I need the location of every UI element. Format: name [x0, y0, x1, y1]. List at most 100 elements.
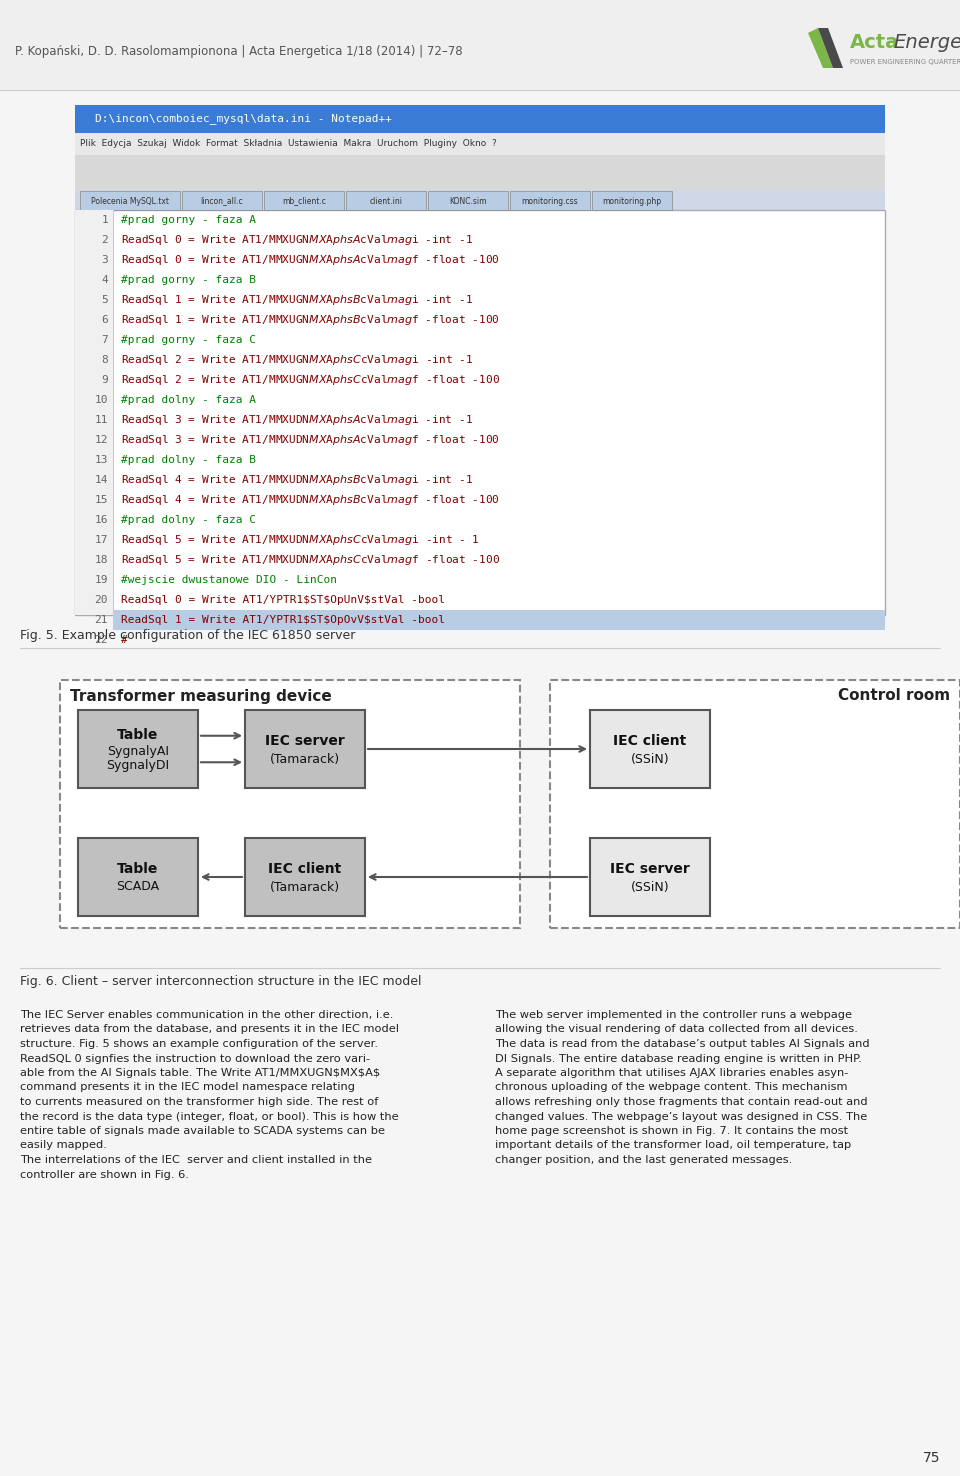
Text: Energetica: Energetica	[893, 32, 960, 52]
Text: Acta: Acta	[850, 32, 900, 52]
Text: ReadSql 5 = Write AT1/MMXUDN$MX$A$phsC$cVal$mag$f -float -100: ReadSql 5 = Write AT1/MMXUDN$MX$A$phsC$c…	[121, 554, 500, 567]
Text: #prad gorny - faza C: #prad gorny - faza C	[121, 335, 256, 345]
Text: Fig. 6. Client – server interconnection structure in the IEC model: Fig. 6. Client – server interconnection …	[20, 976, 421, 989]
Text: POWER ENGINEERING QUARTERLY: POWER ENGINEERING QUARTERLY	[850, 59, 960, 65]
Bar	[550, 680, 960, 928]
Text: ReadSql 1 = Write AT1/YPTR1$ST$OpOvV$stVal -bool: ReadSql 1 = Write AT1/YPTR1$ST$OpOvV$stV…	[121, 615, 445, 624]
Polygon shape	[818, 28, 843, 68]
Bar	[510, 190, 590, 210]
Text: #: #	[121, 635, 128, 645]
Text: 3: 3	[101, 255, 108, 266]
Text: 75: 75	[923, 1451, 940, 1466]
Text: (Tamarack): (Tamarack)	[270, 753, 340, 766]
Polygon shape	[808, 28, 833, 68]
Text: P. Kopański, D. D. Rasolomampionona | Acta Energetica 1/18 (2014) | 72–78: P. Kopański, D. D. Rasolomampionona | Ac…	[15, 46, 463, 59]
Bar	[245, 838, 365, 917]
Bar	[245, 710, 365, 788]
Text: Plik  Edycja  Szukaj  Widok  Format  Składnia  Ustawienia  Makra  Uruchom  Plugi: Plik Edycja Szukaj Widok Format Składnia…	[80, 140, 496, 149]
Text: SygnalyDI: SygnalyDI	[107, 760, 170, 772]
Bar	[592, 190, 672, 210]
Text: 9: 9	[101, 375, 108, 385]
Text: able from the AI Signals table. The Write AT1/MMXUGN$MX$A$: able from the AI Signals table. The Writ…	[20, 1069, 380, 1077]
Text: 14: 14	[94, 475, 108, 486]
Text: 11: 11	[94, 415, 108, 425]
Text: 6: 6	[101, 314, 108, 325]
Text: (SSiN): (SSiN)	[631, 753, 669, 766]
Text: ReadSql 4 = Write AT1/MMXUDN$MX$A$phsB$cVal$mag$i -int -1: ReadSql 4 = Write AT1/MMXUDN$MX$A$phsB$c…	[121, 472, 473, 487]
Text: ReadSql 3 = Write AT1/MMXUDN$MX$A$phsA$cVal$mag$i -int -1: ReadSql 3 = Write AT1/MMXUDN$MX$A$phsA$c…	[121, 413, 473, 427]
Text: 8: 8	[101, 356, 108, 365]
Text: ReadSql 3 = Write AT1/MMXUDN$MX$A$phsA$cVal$mag$f -float -100: ReadSql 3 = Write AT1/MMXUDN$MX$A$phsA$c…	[121, 432, 500, 447]
Text: 2: 2	[101, 235, 108, 245]
Text: 16: 16	[94, 515, 108, 525]
Text: to currents measured on the transformer high side. The rest of: to currents measured on the transformer …	[20, 1097, 378, 1107]
Bar	[75, 210, 113, 615]
Bar	[113, 610, 885, 630]
Bar	[75, 105, 885, 133]
Text: 7: 7	[101, 335, 108, 345]
Text: Table: Table	[117, 862, 158, 875]
Text: ReadSql 0 = Write AT1/YPTR1$ST$OpUnV$stVal -bool: ReadSql 0 = Write AT1/YPTR1$ST$OpUnV$stV…	[121, 595, 445, 605]
Text: 13: 13	[94, 455, 108, 465]
Text: client.ini: client.ini	[370, 196, 402, 205]
Text: 22: 22	[94, 635, 108, 645]
Text: retrieves data from the database, and presents it in the IEC model: retrieves data from the database, and pr…	[20, 1024, 399, 1035]
Text: ReadSql 0 = Write AT1/MMXUGN$MX$A$phsA$cVal$mag$f -float -100: ReadSql 0 = Write AT1/MMXUGN$MX$A$phsA$c…	[121, 252, 500, 267]
Text: changed values. The webpage’s layout was designed in CSS. The: changed values. The webpage’s layout was…	[495, 1111, 867, 1122]
Text: #prad dolny - faza A: #prad dolny - faza A	[121, 396, 256, 404]
Text: (Tamarack): (Tamarack)	[270, 881, 340, 893]
Text: 12: 12	[94, 435, 108, 444]
Text: DI Signals. The entire database reading engine is written in PHP.: DI Signals. The entire database reading …	[495, 1054, 862, 1064]
Text: ReadSql 1 = Write AT1/MMXUGN$MX$A$phsB$cVal$mag$i -int -1: ReadSql 1 = Write AT1/MMXUGN$MX$A$phsB$c…	[121, 294, 473, 307]
Text: Table: Table	[117, 728, 158, 742]
Text: The web server implemented in the controller runs a webpage: The web server implemented in the contro…	[495, 1010, 852, 1020]
Text: chronous uploading of the webpage content. This mechanism: chronous uploading of the webpage conten…	[495, 1082, 848, 1092]
Text: command presents it in the IEC model namespace relating: command presents it in the IEC model nam…	[20, 1082, 355, 1092]
Text: monitoring.php: monitoring.php	[603, 196, 661, 205]
Text: ReadSql 5 = Write AT1/MMXUDN$MX$A$phsC$cVal$mag$i -int - 1: ReadSql 5 = Write AT1/MMXUDN$MX$A$phsC$c…	[121, 533, 480, 548]
Text: 10: 10	[94, 396, 108, 404]
Text: 19: 19	[94, 576, 108, 584]
Bar	[75, 210, 885, 615]
Text: #prad gorny - faza B: #prad gorny - faza B	[121, 275, 256, 285]
Text: the record is the data type (integer, float, or bool). This is how the: the record is the data type (integer, fl…	[20, 1111, 398, 1122]
Text: mb_client.c: mb_client.c	[282, 196, 326, 205]
Text: ReadSql 2 = Write AT1/MMXUGN$MX$A$phsC$cVal$mag$f -float -100: ReadSql 2 = Write AT1/MMXUGN$MX$A$phsC$c…	[121, 373, 500, 387]
Text: controller are shown in Fig. 6.: controller are shown in Fig. 6.	[20, 1169, 189, 1179]
Text: 18: 18	[94, 555, 108, 565]
Text: easily mapped.: easily mapped.	[20, 1141, 107, 1150]
Text: 5: 5	[101, 295, 108, 306]
Bar	[346, 190, 426, 210]
Text: 21: 21	[94, 615, 108, 624]
Text: monitoring.css: monitoring.css	[521, 196, 578, 205]
Text: ReadSql 4 = Write AT1/MMXUDN$MX$A$phsB$cVal$mag$f -float -100: ReadSql 4 = Write AT1/MMXUDN$MX$A$phsB$c…	[121, 493, 500, 506]
Text: 20: 20	[94, 595, 108, 605]
Text: ReadSql 1 = Write AT1/MMXUGN$MX$A$phsB$cVal$mag$f -float -100: ReadSql 1 = Write AT1/MMXUGN$MX$A$phsB$c…	[121, 313, 500, 328]
Text: 17: 17	[94, 534, 108, 545]
Text: The interrelations of the IEC  server and client installed in the: The interrelations of the IEC server and…	[20, 1156, 372, 1165]
Bar	[590, 838, 710, 917]
Text: #wejscie dwustanowe DIO - LinCon: #wejscie dwustanowe DIO - LinCon	[121, 576, 337, 584]
Text: allows refreshing only those fragments that contain read-out and: allows refreshing only those fragments t…	[495, 1097, 868, 1107]
Text: #prad gorny - faza A: #prad gorny - faza A	[121, 215, 256, 224]
Text: Polecenia MySQL.txt: Polecenia MySQL.txt	[91, 196, 169, 205]
Text: (SSiN): (SSiN)	[631, 881, 669, 893]
Text: IEC client: IEC client	[613, 734, 686, 748]
Bar	[182, 190, 262, 210]
Text: #prad dolny - faza B: #prad dolny - faza B	[121, 455, 256, 465]
Text: 15: 15	[94, 494, 108, 505]
Text: structure. Fig. 5 shows an example configuration of the server.: structure. Fig. 5 shows an example confi…	[20, 1039, 378, 1049]
Bar	[78, 838, 198, 917]
Text: D:\incon\comboiec_mysql\data.ini - Notepad++: D:\incon\comboiec_mysql\data.ini - Notep…	[95, 114, 392, 124]
Text: allowing the visual rendering of data collected from all devices.: allowing the visual rendering of data co…	[495, 1024, 858, 1035]
Text: entire table of signals made available to SCADA systems can be: entire table of signals made available t…	[20, 1126, 385, 1137]
Text: SygnalyAI: SygnalyAI	[107, 744, 169, 757]
Text: 4: 4	[101, 275, 108, 285]
Text: SCADA: SCADA	[116, 881, 159, 893]
Bar	[428, 190, 508, 210]
Text: 1: 1	[101, 215, 108, 224]
Text: ReadSql 0 = Write AT1/MMXUGN$MX$A$phsA$cVal$mag$i -int -1: ReadSql 0 = Write AT1/MMXUGN$MX$A$phsA$c…	[121, 233, 473, 246]
Text: IEC client: IEC client	[269, 862, 342, 875]
Text: IEC server: IEC server	[611, 862, 690, 875]
Bar	[80, 190, 180, 210]
